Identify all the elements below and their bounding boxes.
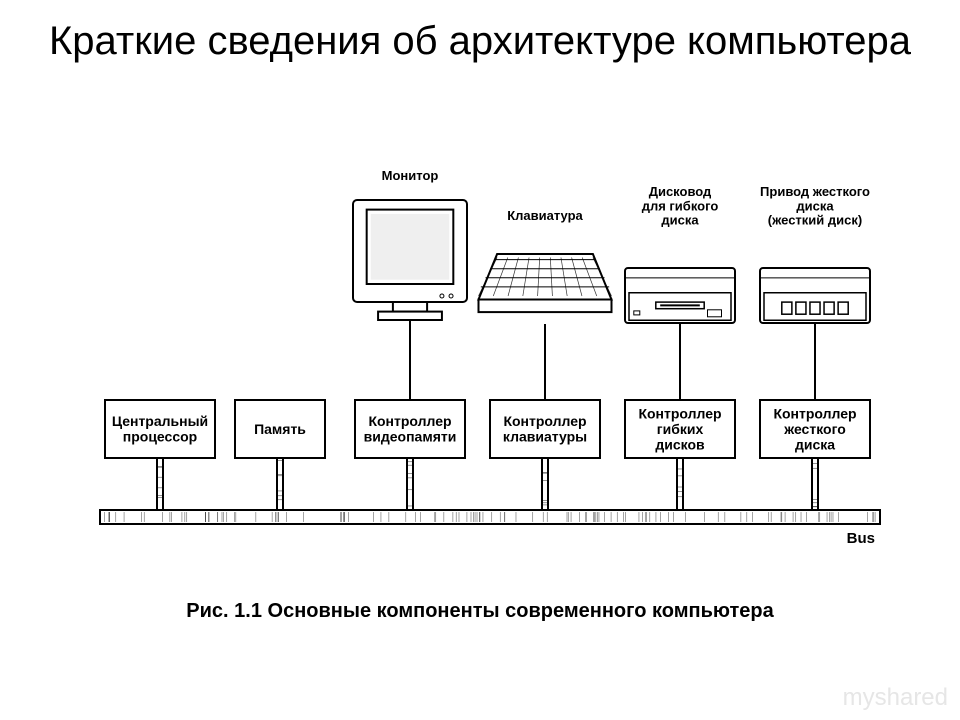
bus-connector-floppy: [677, 458, 683, 510]
figure-caption: Рис. 1.1 Основные компоненты современног…: [0, 600, 960, 623]
watermark-text: myshared: [843, 684, 948, 712]
bus-connector-video: [407, 458, 413, 510]
controller-label-memory: Память: [254, 421, 306, 437]
svg-text:Bus: Bus: [847, 530, 875, 547]
controller-label-video: Контроллервидеопамяти: [364, 413, 457, 444]
bus-connector-cpu: [157, 458, 163, 510]
bus-connector-memory: [277, 458, 283, 510]
device-label-hdd: Привод жесткогодиска(жесткий диск): [760, 184, 870, 228]
controller-label-keyboard: Контроллерклавиатуры: [503, 413, 587, 444]
bus-connector-keyboard: [542, 458, 548, 510]
floppy-drive-icon: [625, 268, 735, 323]
device-label-keyboard: Клавиатура: [507, 208, 583, 223]
monitor-icon: [353, 200, 467, 320]
slide-title: Краткие сведения об архитектуре компьюте…: [0, 18, 960, 64]
keyboard-icon: [479, 254, 612, 312]
architecture-diagram: Bus Центральныйпроцессор Память Контроллерв…: [90, 160, 890, 560]
device-label-video: Монитор: [382, 168, 439, 183]
bus-connector-hdd: [812, 458, 818, 510]
device-label-floppy: Дисководдля гибкогодиска: [642, 184, 719, 228]
controller-label-cpu: Центральныйпроцессор: [112, 413, 208, 444]
slide: Краткие сведения об архитектуре компьюте…: [0, 0, 960, 720]
hard-drive-icon: [760, 268, 870, 323]
